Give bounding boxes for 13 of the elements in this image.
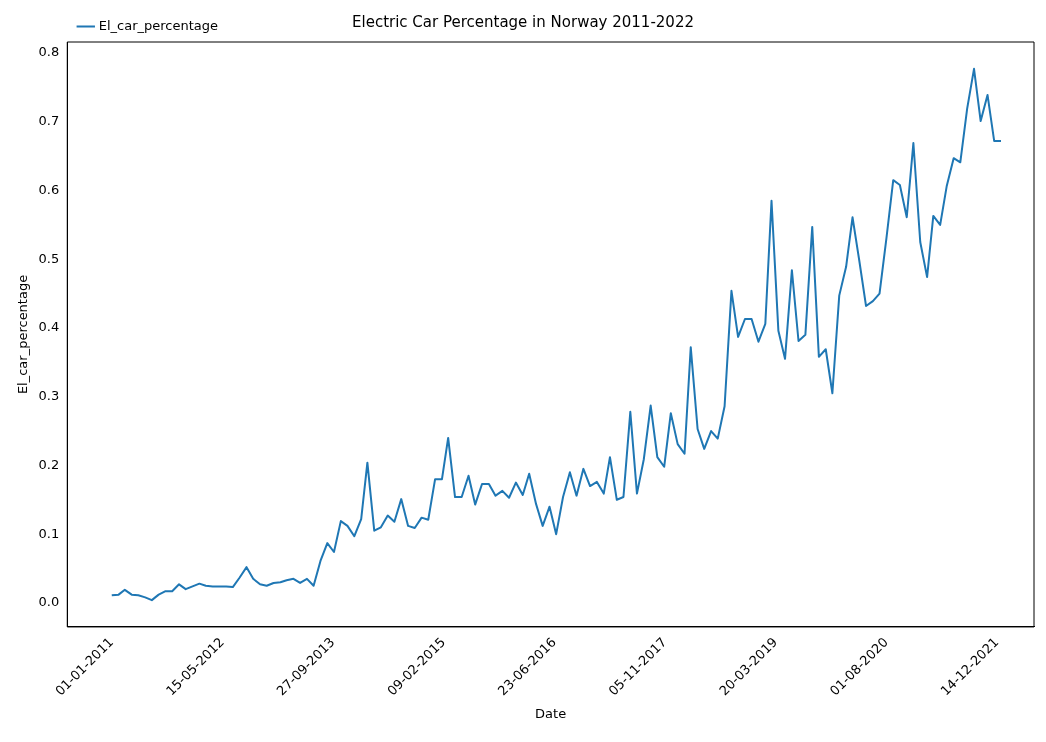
chart-title: Electric Car Percentage in Norway 2011-2022: [352, 12, 694, 31]
y-tick-label: 0.2: [38, 456, 60, 472]
y-tick-label: 0.1: [38, 525, 60, 541]
y-tick-label: 0.6: [38, 181, 60, 197]
y-tick-label: 0.8: [38, 44, 60, 60]
y-tick-label: 0.3: [38, 388, 60, 404]
y-tick-label: 0.4: [38, 319, 60, 335]
legend-label: El_car_percentage: [98, 17, 219, 33]
y-tick-label: 0.5: [38, 250, 60, 266]
y-axis-title: El_car_percentage: [15, 274, 31, 395]
y-tick-label: 0.0: [38, 594, 60, 610]
y-tick-label: 0.7: [38, 113, 60, 129]
x-axis-title: Date: [535, 705, 567, 721]
